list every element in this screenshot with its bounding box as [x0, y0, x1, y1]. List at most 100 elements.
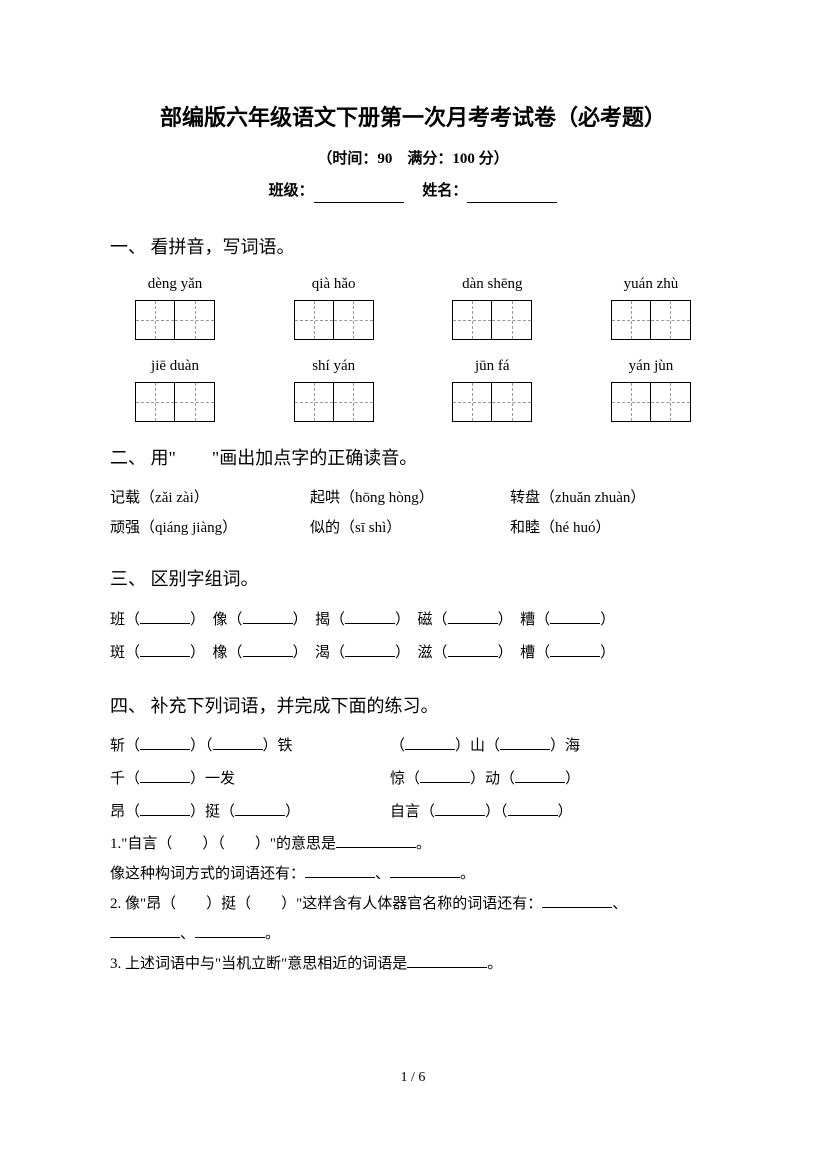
- blank[interactable]: [508, 801, 558, 816]
- q2-char: 强: [125, 520, 140, 536]
- q2-char-dot: 顽: [110, 520, 125, 536]
- pinyin-item: shí yán: [269, 354, 399, 422]
- blank[interactable]: [213, 735, 263, 750]
- q4-text: ）山（: [455, 738, 500, 754]
- pinyin-text: dèng yǎn: [148, 272, 203, 296]
- q3-text: ） 磁（: [395, 612, 448, 628]
- q4-text: 像这种构词方式的词语还有：: [110, 866, 305, 882]
- blank[interactable]: [195, 923, 265, 938]
- class-blank[interactable]: [314, 188, 404, 203]
- blank[interactable]: [140, 609, 190, 624]
- q4-text: 、: [612, 896, 627, 912]
- q3-text: ） 槽（: [498, 645, 551, 661]
- q4-pair-2: 千（）一发 惊（）动（）: [110, 763, 716, 796]
- blank[interactable]: [500, 735, 550, 750]
- section-2-title: 二、 用" "画出加点字的正确读音。: [110, 444, 716, 473]
- pinyin-text: dàn shēng: [462, 272, 522, 296]
- q4-text: 1."自言（ ）（ ）"的意思是: [110, 836, 336, 852]
- q3-row-1: 班（） 像（） 揭（） 磁（） 糟（）: [110, 604, 716, 637]
- q2-char: 盘: [525, 490, 540, 506]
- q2-pinyin: （zǎi zài）: [140, 490, 209, 506]
- page-title: 部编版六年级语文下册第一次月考考试卷（必考题）: [110, 100, 716, 135]
- q4-text: 自言（: [390, 804, 435, 820]
- q3-text: ）: [600, 645, 615, 661]
- q4-text: ）动（: [470, 771, 515, 787]
- q3-text: ） 像（: [190, 612, 243, 628]
- pinyin-item: jūn fá: [427, 354, 557, 422]
- blank[interactable]: [243, 609, 293, 624]
- blank[interactable]: [448, 609, 498, 624]
- q4-text: 惊（: [390, 771, 420, 787]
- blank[interactable]: [336, 833, 416, 848]
- char-boxes[interactable]: [611, 382, 691, 422]
- q4-sub2-line1: 2. 像"昂（ ）挺（ ）"这样含有人体器官名称的词语还有：、: [110, 889, 716, 919]
- blank[interactable]: [407, 953, 487, 968]
- q3-text: 斑（: [110, 645, 140, 661]
- q2-row-1: 记载（zǎi zài） 起哄（hōng hòng） 转盘（zhuǎn zhuàn…: [110, 483, 716, 513]
- q2-char: 和: [510, 520, 525, 536]
- char-boxes[interactable]: [135, 300, 215, 340]
- pinyin-item: dàn shēng: [427, 272, 557, 340]
- q2-pinyin: （hé huó）: [540, 520, 610, 536]
- q4-pair-1: 斩（）（）铁 （）山（）海: [110, 730, 716, 763]
- q4-sub3: 3. 上述词语中与"当机立断"意思相近的词语是。: [110, 949, 716, 979]
- char-boxes[interactable]: [294, 382, 374, 422]
- q4-sub1-line2: 像这种构词方式的词语还有：、。: [110, 859, 716, 889]
- q2-pinyin: （qiáng jiàng）: [140, 520, 237, 536]
- q4-text: ）挺（: [190, 804, 235, 820]
- char-boxes[interactable]: [611, 300, 691, 340]
- blank[interactable]: [550, 642, 600, 657]
- blank[interactable]: [420, 768, 470, 783]
- q4-text: 。: [416, 836, 431, 852]
- blank[interactable]: [345, 609, 395, 624]
- q2-char: 的: [325, 520, 340, 536]
- pinyin-item: yán jùn: [586, 354, 716, 422]
- char-boxes[interactable]: [135, 382, 215, 422]
- char-boxes[interactable]: [294, 300, 374, 340]
- blank[interactable]: [448, 642, 498, 657]
- blank[interactable]: [515, 768, 565, 783]
- pinyin-item: yuán zhù: [586, 272, 716, 340]
- q2-row-2: 顽强（qiáng jiàng） 似的（sī shì） 和睦（hé huó）: [110, 513, 716, 543]
- q3-text: ） 橡（: [190, 645, 243, 661]
- q4-text: 昂（: [110, 804, 140, 820]
- blank[interactable]: [243, 642, 293, 657]
- blank[interactable]: [390, 863, 460, 878]
- q3-text: ） 糟（: [498, 612, 551, 628]
- pinyin-item: qià hǎo: [269, 272, 399, 340]
- blank[interactable]: [140, 768, 190, 783]
- q3-text: ） 揭（: [293, 612, 346, 628]
- blank[interactable]: [140, 642, 190, 657]
- q4-text: ）海: [550, 738, 580, 754]
- pinyin-item: dèng yǎn: [110, 272, 240, 340]
- q2-char-dot: 哄: [325, 490, 340, 506]
- blank[interactable]: [405, 735, 455, 750]
- blank[interactable]: [435, 801, 485, 816]
- q2-pinyin: （hōng hòng）: [340, 490, 434, 506]
- pinyin-text: yuán zhù: [624, 272, 679, 296]
- name-blank[interactable]: [467, 188, 557, 203]
- q4-text: ）: [565, 771, 580, 787]
- blank[interactable]: [140, 735, 190, 750]
- blank[interactable]: [550, 609, 600, 624]
- blank[interactable]: [345, 642, 395, 657]
- q3-text: ）: [600, 612, 615, 628]
- blank[interactable]: [235, 801, 285, 816]
- q4-sub1-line1: 1."自言（ ）（ ）"的意思是 。: [110, 829, 716, 859]
- q3-text: ） 渴（: [293, 645, 346, 661]
- blank[interactable]: [305, 863, 375, 878]
- q2-char-dot: 转: [510, 490, 525, 506]
- subtitle: （时间：90 满分：100 分）: [110, 147, 716, 171]
- blank[interactable]: [110, 923, 180, 938]
- section-1-title: 一、 看拼音，写词语。: [110, 233, 716, 262]
- q4-text: ）: [285, 804, 300, 820]
- blank[interactable]: [140, 801, 190, 816]
- q4-text: ）铁: [263, 738, 293, 754]
- q4-text: 、: [180, 926, 195, 942]
- q4-text: 。: [460, 866, 475, 882]
- q4-text: 3. 上述词语中与"当机立断"意思相近的词语是: [110, 956, 407, 972]
- blank[interactable]: [542, 893, 612, 908]
- char-boxes[interactable]: [452, 382, 532, 422]
- q2-char: 起: [310, 490, 325, 506]
- char-boxes[interactable]: [452, 300, 532, 340]
